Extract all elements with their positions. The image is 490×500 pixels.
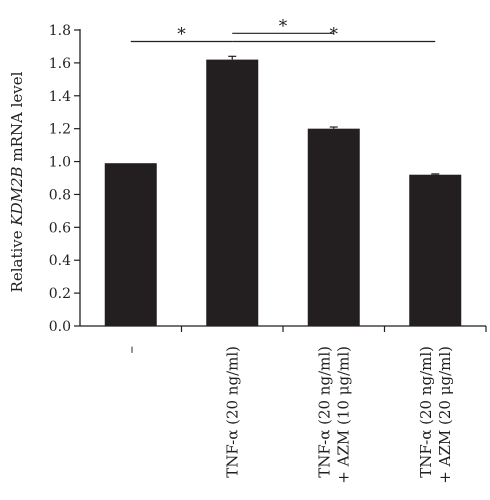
bars <box>104 55 462 326</box>
y-axis-label-part: mRNA level <box>8 71 26 166</box>
x-category-label: TNF-α (20 ng/ml) <box>223 346 241 478</box>
x-category-label: TNF-α (20 ng/ml) <box>315 346 333 478</box>
bar <box>206 59 259 326</box>
y-tick-label: 0.4 <box>49 253 71 269</box>
significance-star: * <box>279 16 288 36</box>
significance-star: * <box>177 25 186 45</box>
y-tick-label: 0.6 <box>49 220 71 236</box>
y-tick-label: 0.0 <box>49 319 71 335</box>
bar <box>104 163 157 326</box>
y-tick-label: 1.4 <box>49 89 71 105</box>
x-category-label: + AZM (10 μg/ml) <box>334 346 352 484</box>
y-tick-label: 1.0 <box>49 155 71 171</box>
significance-brackets: * * * <box>130 16 436 45</box>
bar <box>307 128 360 326</box>
labels: Relative KDM2B mRNA level – TNF-α (20 ng/m… <box>8 71 454 483</box>
y-tick-label: 0.2 <box>49 286 71 302</box>
x-category-label: TNF-α (20 ng/ml) <box>417 346 435 478</box>
y-axis-label: Relative KDM2B mRNA level <box>8 71 26 292</box>
significance-star: * <box>330 25 339 45</box>
y-axis-label-part: KDM2B <box>8 166 26 226</box>
y-tick-label: 1.6 <box>49 56 71 72</box>
bar <box>409 174 462 326</box>
y-tick-label: 0.8 <box>49 187 71 203</box>
y-tick-label: 1.8 <box>49 23 71 39</box>
x-category-label: – <box>122 346 140 354</box>
x-category-label: + AZM (20 μg/ml) <box>436 346 454 484</box>
y-tick-label: 1.2 <box>49 122 71 138</box>
y-axis-label-part: Relative <box>8 226 26 293</box>
